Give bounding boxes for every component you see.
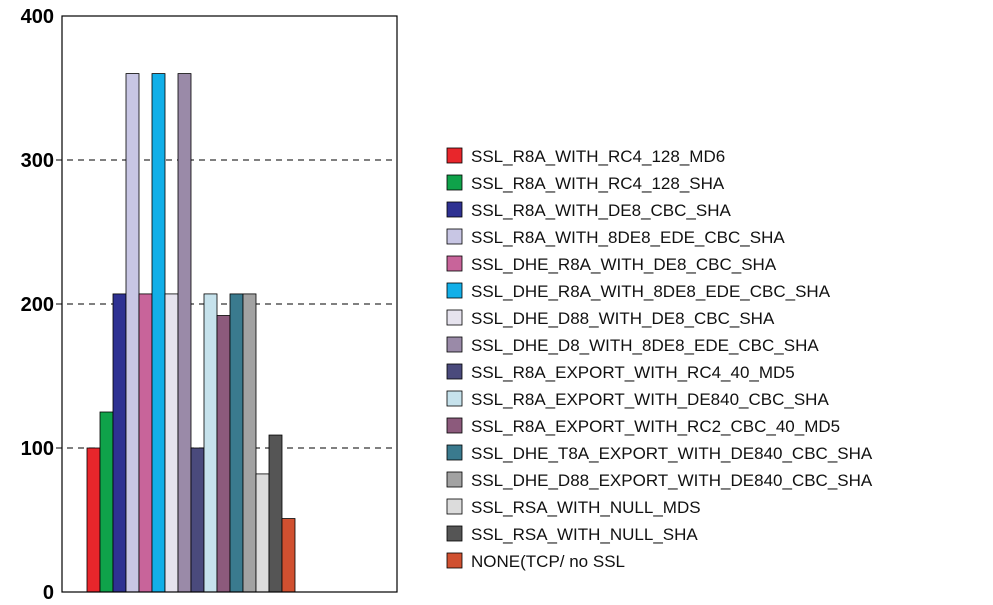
bar-10 [203, 293, 218, 593]
legend-label-14: SSL_RSA_WITH_NULL_MDS [471, 498, 701, 517]
bar-11 [216, 315, 231, 593]
bar-15 [268, 434, 283, 593]
legend-label-5: SSL_DHE_R8A_WITH_DE8_CBC_SHA [471, 255, 777, 274]
bar-8 [177, 73, 192, 593]
legend-swatch-6 [446, 282, 463, 299]
legend-swatch-11 [446, 417, 463, 434]
y-tick-label-400: 400 [21, 6, 54, 28]
legend-label-4: SSL_R8A_WITH_8DE8_EDE_CBC_SHA [471, 228, 785, 247]
legend: SSL_R8A_WITH_RC4_128_MD6 SSL_R8A_WITH_RC4… [446, 147, 873, 571]
legend-label-11: SSL_R8A_EXPORT_WITH_RC2_CBC_40_MD5 [471, 417, 840, 436]
plot-frame [61, 15, 398, 593]
legend-swatch-8 [446, 336, 463, 353]
legend-label-13: SSL_DHE_D88_EXPORT_WITH_DE840_CBC_SHA [471, 471, 873, 490]
legend-swatch-10 [446, 390, 463, 407]
legend-label-3: SSL_R8A_WITH_DE8_CBC_SHA [471, 201, 731, 220]
legend-label-1: SSL_R8A_WITH_RC4_128_MD6 [471, 147, 725, 166]
legend-label-2: SSL_R8A_WITH_RC4_128_SHA [471, 174, 725, 193]
legend-label-7: SSL_DHE_D88_WITH_DE8_CBC_SHA [471, 309, 775, 328]
y-axis: 0 100 200 300 400 [21, 6, 54, 604]
legend-swatch-16 [446, 552, 463, 569]
legend-label-12: SSL_DHE_T8A_EXPORT_WITH_DE840_CBC_SHA [471, 444, 873, 463]
legend-swatch-1 [446, 147, 463, 164]
bar-7 [164, 293, 179, 593]
bars [86, 73, 296, 593]
legend-label-6: SSL_DHE_R8A_WITH_8DE8_EDE_CBC_SHA [471, 282, 831, 301]
y-tick-label-0: 0 [43, 582, 54, 600]
bar-16 [281, 518, 296, 593]
bar-9 [190, 447, 205, 593]
y-tick-label-300: 300 [21, 150, 54, 172]
legend-label-10: SSL_R8A_EXPORT_WITH_DE840_CBC_SHA [471, 390, 829, 409]
legend-swatch-9 [446, 363, 463, 380]
legend-swatch-15 [446, 525, 463, 542]
legend-swatch-2 [446, 174, 463, 191]
bar-5 [138, 293, 153, 593]
legend-swatch-5 [446, 255, 463, 272]
bar-4 [125, 73, 140, 593]
bar-6 [151, 73, 166, 593]
y-tick-label-200: 200 [21, 294, 54, 316]
bar-12 [229, 293, 244, 593]
bar-3 [112, 293, 127, 593]
bar-14 [255, 473, 270, 593]
legend-label-16: NONE(TCP/ no SSL [471, 552, 625, 571]
legend-label-15: SSL_RSA_WITH_NULL_SHA [471, 525, 698, 544]
bar-13 [242, 293, 257, 593]
y-tick-label-100: 100 [21, 438, 54, 460]
bar-2 [99, 411, 114, 593]
legend-swatch-14 [446, 498, 463, 515]
legend-swatch-3 [446, 201, 463, 218]
legend-swatch-4 [446, 228, 463, 245]
legend-label-9: SSL_R8A_EXPORT_WITH_RC4_40_MD5 [471, 363, 795, 382]
legend-swatch-7 [446, 309, 463, 326]
legend-label-8: SSL_DHE_D8_WITH_8DE8_EDE_CBC_SHA [471, 336, 819, 355]
legend-swatch-12 [446, 444, 463, 461]
legend-swatch-13 [446, 471, 463, 488]
bar-1 [86, 447, 101, 593]
